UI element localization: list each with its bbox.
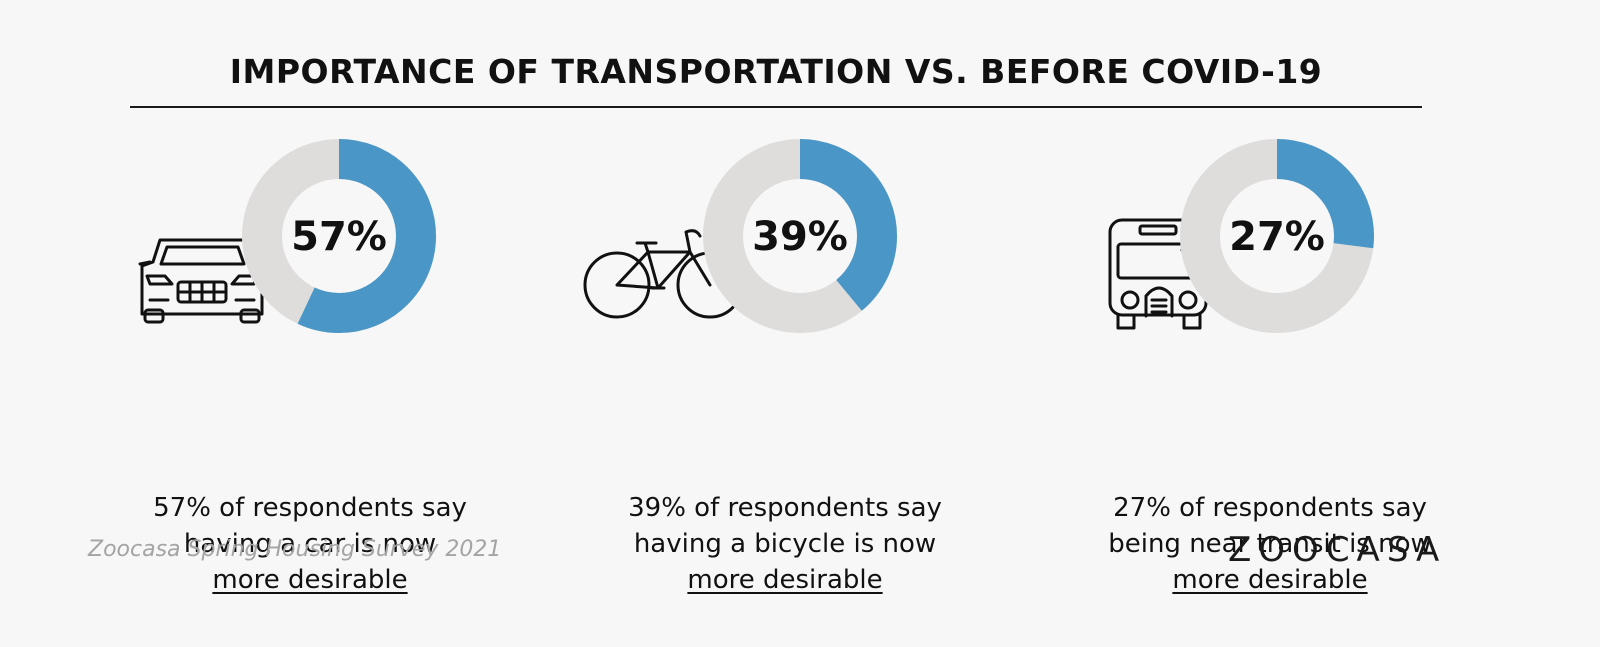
bus-panel: 27% 27% of respondents say being near tr… xyxy=(1060,120,1520,595)
bus-caption-emphasis: more desirable xyxy=(1172,565,1368,595)
car-icon xyxy=(138,238,266,324)
car-donut-highlight-slice xyxy=(242,139,436,333)
car-percent-label: 57% xyxy=(291,214,387,260)
bus-percent-label: 27% xyxy=(1229,214,1325,260)
bus-caption: 27% of respondents say being near transi… xyxy=(1060,490,1480,598)
bicycle-caption-emphasis: more desirable xyxy=(687,565,883,595)
title-divider xyxy=(130,106,1422,108)
bus-caption-line-2: being near transit is now xyxy=(1108,529,1432,559)
bicycle-panel: 39% 39% of respondents say having a bicy… xyxy=(580,120,1040,595)
chart-title: IMPORTANCE OF TRANSPORTATION VS. BEFORE … xyxy=(229,52,1323,91)
bicycle-caption: 39% of respondents say having a bicycle … xyxy=(575,490,995,598)
bicycle-percent-label: 39% xyxy=(752,214,848,260)
source-note: Zoocasa Spring Housing Survey 2021 xyxy=(88,537,502,562)
car-caption-line-1: 57% of respondents say xyxy=(153,493,467,523)
car-panel: 57% 57% of respondents say having a car … xyxy=(120,120,580,595)
bus-caption-line-1: 27% of respondents say xyxy=(1113,493,1427,523)
bus-donut-highlight-slice xyxy=(1180,139,1374,333)
bicycle-caption-line-1: 39% of respondents say xyxy=(628,493,942,523)
bus-donut-chart: 27% xyxy=(1108,139,1374,333)
brand-logo: ZOOCASA xyxy=(1228,530,1447,570)
car-caption-emphasis: more desirable xyxy=(212,565,408,595)
car-donut-chart: 57% xyxy=(138,139,436,333)
bicycle-caption-line-2: having a bicycle is now xyxy=(633,529,937,559)
car-caption-line-2: having a car is now xyxy=(183,529,437,559)
bicycle-donut-chart: 39% xyxy=(583,139,897,333)
car-caption: 57% of respondents say having a car is n… xyxy=(100,490,520,598)
bicycle-donut-highlight-slice xyxy=(703,139,897,333)
